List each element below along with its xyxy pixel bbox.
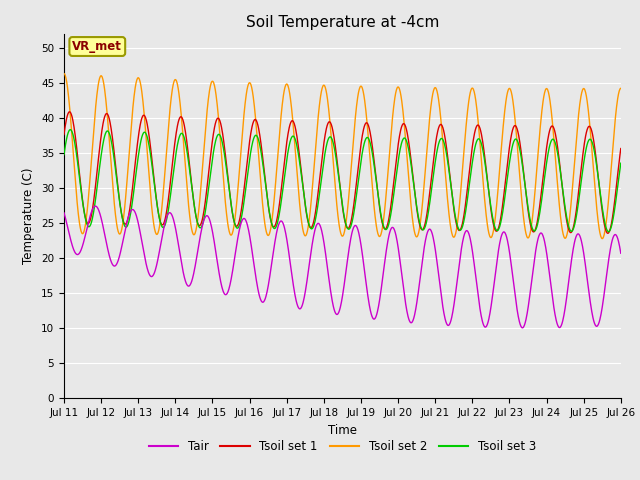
X-axis label: Time: Time [328,424,357,437]
Legend: Tair, Tsoil set 1, Tsoil set 2, Tsoil set 3: Tair, Tsoil set 1, Tsoil set 2, Tsoil se… [144,436,541,458]
Text: VR_met: VR_met [72,40,122,53]
Title: Soil Temperature at -4cm: Soil Temperature at -4cm [246,15,439,30]
Y-axis label: Temperature (C): Temperature (C) [22,168,35,264]
